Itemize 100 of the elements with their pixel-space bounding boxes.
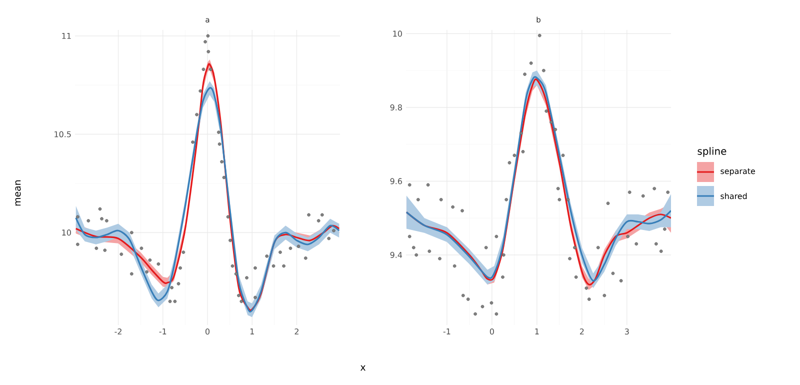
point bbox=[234, 272, 238, 276]
point bbox=[584, 286, 588, 290]
point bbox=[304, 256, 308, 260]
point bbox=[544, 109, 548, 113]
point bbox=[240, 300, 244, 304]
point bbox=[278, 250, 282, 254]
point bbox=[408, 183, 412, 187]
point bbox=[170, 286, 174, 290]
point bbox=[173, 300, 177, 304]
point bbox=[156, 262, 160, 266]
point bbox=[130, 230, 134, 234]
point bbox=[140, 246, 144, 250]
point bbox=[460, 209, 464, 212]
point bbox=[98, 207, 102, 211]
point bbox=[86, 219, 90, 222]
point bbox=[202, 68, 206, 71]
point bbox=[504, 198, 508, 202]
point bbox=[76, 242, 80, 246]
point bbox=[120, 252, 124, 256]
point bbox=[602, 294, 606, 298]
point bbox=[641, 194, 645, 198]
point bbox=[254, 266, 257, 270]
point bbox=[574, 275, 578, 279]
point bbox=[206, 34, 210, 38]
point bbox=[265, 254, 268, 258]
point bbox=[561, 154, 565, 158]
point bbox=[494, 234, 498, 238]
point bbox=[220, 160, 224, 164]
point bbox=[480, 304, 484, 308]
point bbox=[538, 34, 542, 38]
point bbox=[428, 250, 432, 253]
point bbox=[226, 215, 230, 218]
point bbox=[451, 205, 454, 209]
y-axis-title: mean bbox=[15, 180, 21, 206]
point bbox=[195, 112, 198, 116]
point bbox=[490, 301, 494, 305]
point bbox=[606, 202, 610, 205]
point bbox=[191, 140, 194, 144]
point bbox=[550, 120, 553, 124]
point bbox=[288, 246, 292, 250]
point bbox=[512, 154, 516, 158]
point bbox=[176, 282, 180, 286]
point bbox=[230, 264, 234, 268]
point bbox=[217, 130, 220, 134]
point bbox=[573, 246, 576, 250]
point bbox=[327, 236, 330, 240]
point bbox=[228, 238, 232, 242]
point bbox=[245, 276, 248, 280]
point bbox=[130, 272, 134, 276]
point bbox=[76, 215, 80, 218]
point bbox=[461, 294, 465, 298]
point bbox=[596, 246, 600, 250]
point bbox=[105, 219, 108, 222]
point bbox=[320, 213, 324, 217]
point bbox=[198, 89, 202, 93]
point bbox=[663, 227, 666, 231]
point bbox=[439, 198, 443, 202]
point bbox=[626, 234, 630, 238]
point bbox=[208, 68, 212, 71]
point bbox=[523, 72, 526, 76]
point bbox=[652, 186, 656, 190]
point bbox=[466, 298, 470, 301]
point bbox=[502, 253, 506, 257]
point bbox=[296, 244, 300, 248]
point bbox=[438, 256, 442, 260]
point bbox=[332, 228, 336, 232]
point bbox=[414, 253, 418, 257]
point bbox=[529, 62, 533, 65]
point bbox=[566, 198, 570, 202]
point bbox=[501, 275, 504, 279]
point bbox=[222, 176, 226, 180]
point bbox=[307, 213, 310, 217]
point bbox=[237, 294, 240, 298]
point bbox=[619, 279, 623, 282]
point bbox=[412, 246, 416, 250]
point bbox=[484, 246, 488, 250]
point bbox=[272, 264, 276, 268]
point bbox=[568, 256, 572, 260]
point bbox=[521, 150, 525, 154]
x-axis-title: x bbox=[360, 365, 366, 371]
point bbox=[206, 50, 210, 54]
point bbox=[204, 40, 207, 44]
point bbox=[508, 161, 512, 164]
point bbox=[628, 190, 632, 194]
point bbox=[659, 250, 663, 253]
point bbox=[666, 190, 670, 194]
point bbox=[182, 250, 186, 254]
point bbox=[316, 219, 320, 222]
legend-title: spline bbox=[698, 147, 726, 157]
point bbox=[100, 217, 104, 220]
point bbox=[634, 242, 638, 246]
point bbox=[556, 186, 560, 190]
point bbox=[148, 258, 152, 262]
point bbox=[520, 132, 523, 135]
point bbox=[587, 298, 591, 301]
point bbox=[408, 234, 412, 238]
point bbox=[145, 270, 148, 274]
point bbox=[554, 128, 558, 132]
point bbox=[416, 198, 420, 202]
point bbox=[103, 248, 107, 252]
